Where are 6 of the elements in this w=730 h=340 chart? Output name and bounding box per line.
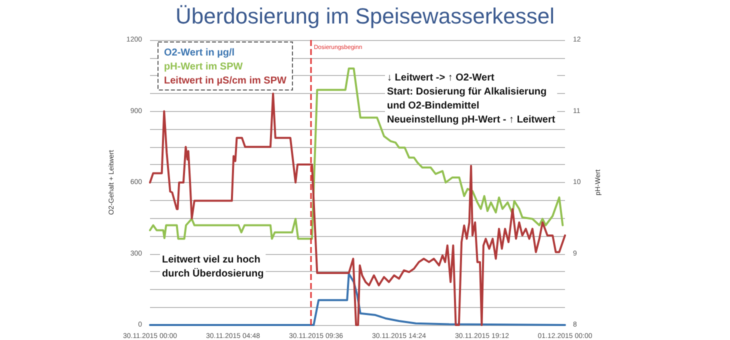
text: O2-Wert in µg/l	[164, 48, 235, 58]
text: pH-Wert im SPW	[164, 62, 244, 72]
series-label: Leitwert in µS/cm im SPW	[164, 76, 288, 86]
chart-title: Überdosierung im Speisewasserkessel	[175, 4, 555, 28]
annotation: ↓ Leitwert -> ↑ O2-Wert Start: Dosierung für Alkalisierung und O2-Bindemittel Neueinstellung pH-Wert - ↑ Leitwert	[387, 72, 556, 126]
annotation: Leitwert viel zu hoch durch Überdosierung	[162, 254, 264, 280]
